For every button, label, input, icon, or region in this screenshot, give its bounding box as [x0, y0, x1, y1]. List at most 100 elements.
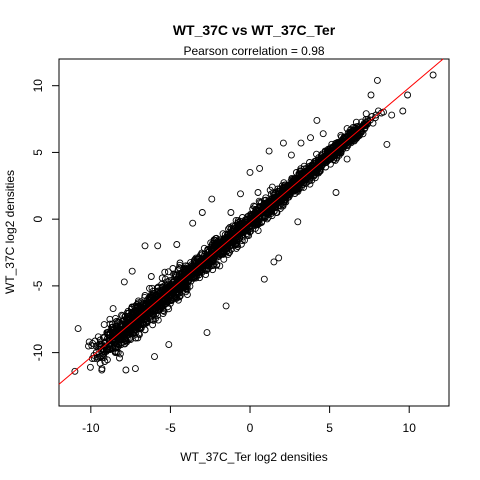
data-point — [155, 305, 163, 313]
data-point — [357, 124, 365, 132]
data-point — [226, 224, 234, 231]
data-point — [165, 341, 173, 349]
data-point — [196, 268, 204, 276]
data-point — [265, 147, 273, 155]
data-point — [256, 164, 264, 172]
data-point — [222, 302, 230, 310]
data-point — [149, 321, 157, 329]
data-point — [399, 107, 407, 115]
data-point — [116, 350, 124, 358]
data-point — [110, 326, 117, 334]
data-point — [106, 346, 114, 354]
data-point — [429, 71, 437, 79]
data-point — [120, 278, 128, 286]
data-point — [268, 208, 276, 216]
data-point — [154, 311, 162, 319]
data-point — [282, 190, 289, 198]
data-point — [154, 287, 162, 295]
data-point — [275, 254, 283, 262]
x-tick-label: -5 — [165, 421, 176, 435]
data-point — [330, 149, 338, 157]
data-point — [311, 174, 319, 182]
data-point — [388, 111, 396, 119]
data-point — [117, 339, 125, 346]
x-tick-label: -10 — [82, 421, 100, 435]
data-point — [130, 326, 138, 334]
data-point — [98, 365, 106, 373]
data-point — [215, 252, 223, 260]
data-point — [307, 134, 314, 142]
data-point — [109, 323, 117, 331]
data-point — [232, 244, 240, 252]
data-point — [90, 351, 98, 359]
data-point — [279, 139, 287, 147]
data-point — [202, 271, 210, 279]
data-point — [148, 284, 156, 292]
data-point — [354, 126, 362, 134]
data-point — [319, 130, 327, 138]
data-point — [254, 227, 262, 235]
data-point — [158, 295, 166, 302]
data-point — [203, 329, 211, 337]
data-point — [272, 189, 280, 197]
data-point — [151, 353, 158, 361]
data-point — [274, 187, 282, 195]
data-point — [258, 207, 266, 214]
data-point — [260, 275, 268, 283]
data-point — [150, 305, 158, 313]
data-point — [286, 183, 294, 191]
y-tick-label: -5 — [31, 280, 45, 291]
data-point — [165, 296, 173, 304]
data-point — [157, 303, 164, 311]
data-point — [363, 119, 371, 127]
data-point — [112, 333, 120, 341]
data-point — [135, 320, 143, 328]
data-point — [215, 245, 223, 253]
data-point — [204, 247, 212, 254]
data-point — [227, 225, 235, 232]
data-point — [337, 131, 345, 139]
data-point — [334, 138, 342, 146]
data-point — [227, 239, 234, 247]
data-point — [123, 327, 131, 335]
data-point — [188, 264, 196, 272]
data-point — [227, 209, 235, 216]
data-point — [404, 91, 412, 99]
data-point — [229, 233, 237, 241]
data-point — [362, 110, 370, 118]
data-point — [347, 126, 355, 134]
data-point — [163, 282, 171, 290]
data-point — [189, 274, 197, 282]
x-tick-label: 0 — [247, 421, 254, 435]
regression-line — [58, 58, 444, 385]
data-point — [122, 337, 129, 345]
data-point — [373, 76, 381, 84]
data-point — [223, 248, 230, 256]
x-tick-label: 10 — [403, 421, 417, 435]
data-point — [154, 242, 162, 250]
data-point — [306, 180, 314, 188]
data-point — [207, 261, 215, 269]
data-point — [198, 209, 206, 216]
data-point — [173, 279, 181, 287]
data-point — [246, 168, 254, 176]
data-point — [74, 325, 82, 333]
data-point — [219, 250, 227, 258]
data-point — [168, 295, 176, 303]
data-point — [177, 284, 185, 292]
data-point — [268, 212, 276, 220]
data-point — [118, 311, 126, 319]
data-point — [244, 213, 252, 221]
data-point — [139, 314, 147, 322]
data-point — [128, 309, 136, 317]
data-point — [254, 219, 262, 227]
data-point — [176, 259, 184, 267]
data-point — [89, 339, 97, 347]
data-point — [202, 262, 210, 270]
y-tick-label: -10 — [31, 344, 45, 362]
data-point — [329, 147, 337, 155]
data-point — [329, 156, 337, 164]
data-point — [238, 237, 246, 245]
data-point — [141, 242, 149, 250]
data-point — [212, 253, 220, 261]
